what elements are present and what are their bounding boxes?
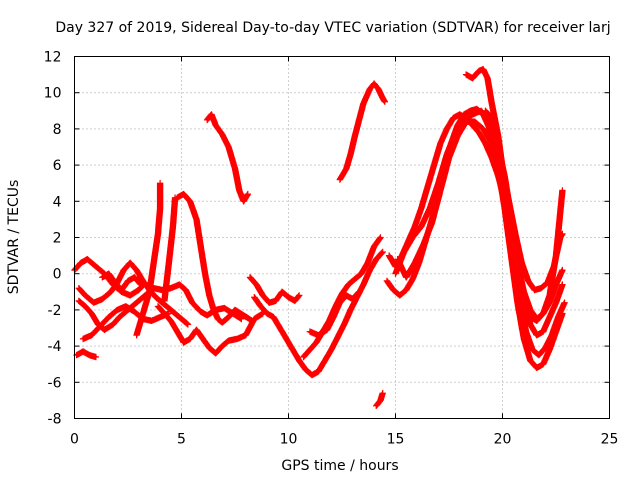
plus-markers [133, 180, 164, 339]
plus-markers [154, 303, 266, 357]
x-tick-label: 20 [494, 432, 512, 448]
series-track-7 [133, 180, 164, 339]
series-track-17 [373, 390, 386, 409]
y-tick-label: 2 [53, 231, 62, 247]
y-tick-label: 12 [44, 50, 62, 66]
y-tick-label: 8 [53, 122, 62, 138]
series-track-15 [306, 288, 363, 339]
series-track-10 [154, 303, 266, 357]
grid-layer [74, 56, 610, 419]
plus-markers [99, 270, 144, 294]
plus-markers [336, 80, 388, 183]
chart-title: Day 327 of 2019, Sidereal Day-to-day VTE… [55, 20, 610, 36]
x-tick-label: 25 [601, 432, 619, 448]
x-tick-label: 0 [70, 432, 79, 448]
y-tick-label: -8 [48, 412, 62, 428]
plus-markers [246, 274, 303, 306]
tick-labels: 0 5 10 15 20 25 -8 -6 -4 -2 0 2 4 6 8 10 12 [44, 50, 619, 448]
series-track-2 [73, 348, 100, 361]
plus-markers [161, 194, 179, 305]
y-tick-label: 10 [44, 86, 62, 102]
y-tick-label: -6 [48, 375, 62, 391]
plus-markers [204, 111, 251, 205]
series-track-12 [246, 274, 303, 306]
x-axis-label: GPS time / hours [281, 458, 398, 474]
y-tick-label: 6 [53, 158, 62, 174]
series-track-6 [99, 270, 144, 294]
plus-markers [373, 390, 386, 409]
y-tick-label: -4 [48, 339, 62, 355]
x-tick-label: 5 [177, 432, 186, 448]
series-track-23 [482, 107, 566, 339]
plus-markers [392, 107, 568, 359]
series-track-11 [204, 111, 251, 205]
plus-markers [73, 348, 100, 361]
y-tick-label: 4 [53, 194, 62, 210]
y-tick-label: -2 [48, 303, 62, 319]
y-axis-label: SDTVAR / TECUs [6, 180, 22, 295]
series-track-5 [79, 303, 172, 343]
series-track-16 [336, 80, 388, 183]
series-track-8 [161, 194, 179, 305]
series-track-9 [174, 190, 256, 326]
plot-frame [74, 56, 610, 419]
plus-markers [482, 107, 566, 339]
series-track-20 [392, 107, 568, 359]
plus-markers [394, 118, 566, 371]
x-tick-label: 10 [280, 432, 298, 448]
plus-markers [79, 303, 172, 343]
x-tick-label: 15 [387, 432, 405, 448]
series-track-21 [394, 118, 566, 371]
plus-markers [306, 288, 363, 339]
y-tick-label: 0 [53, 267, 62, 283]
plus-markers [174, 190, 256, 326]
data-points [71, 66, 568, 409]
